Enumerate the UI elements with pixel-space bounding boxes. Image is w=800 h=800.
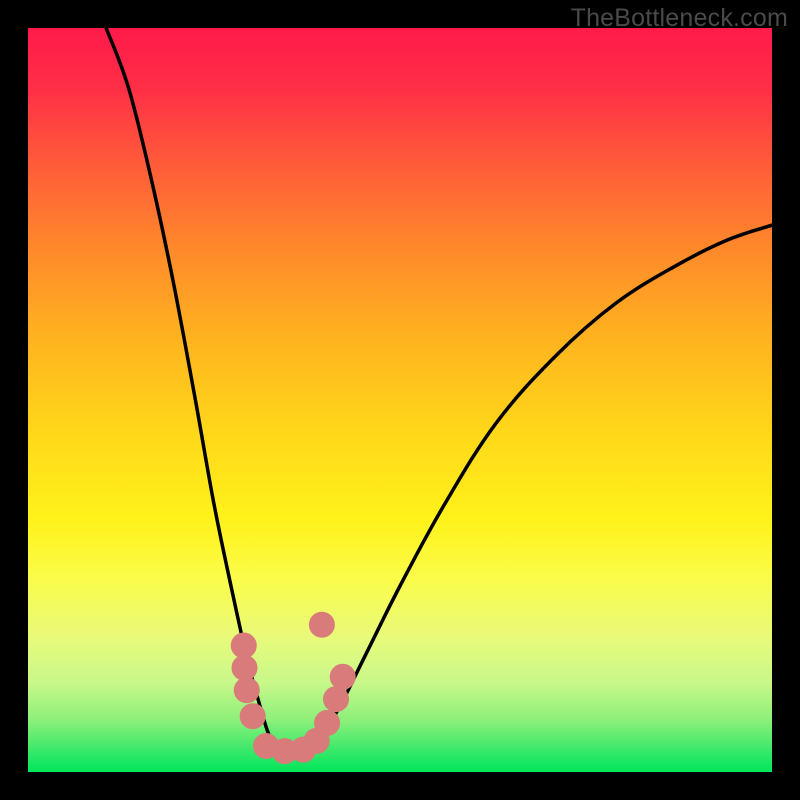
data-marker bbox=[232, 655, 257, 680]
chart-frame: TheBottleneck.com bbox=[0, 0, 800, 800]
data-marker bbox=[231, 633, 256, 658]
bottleneck-chart bbox=[0, 0, 800, 800]
data-marker bbox=[240, 704, 265, 729]
data-marker bbox=[315, 710, 340, 735]
watermark-text: TheBottleneck.com bbox=[571, 4, 788, 33]
data-marker bbox=[309, 612, 334, 637]
data-marker bbox=[234, 678, 259, 703]
chart-background bbox=[28, 28, 772, 772]
data-marker bbox=[324, 687, 349, 712]
data-marker bbox=[330, 664, 355, 689]
